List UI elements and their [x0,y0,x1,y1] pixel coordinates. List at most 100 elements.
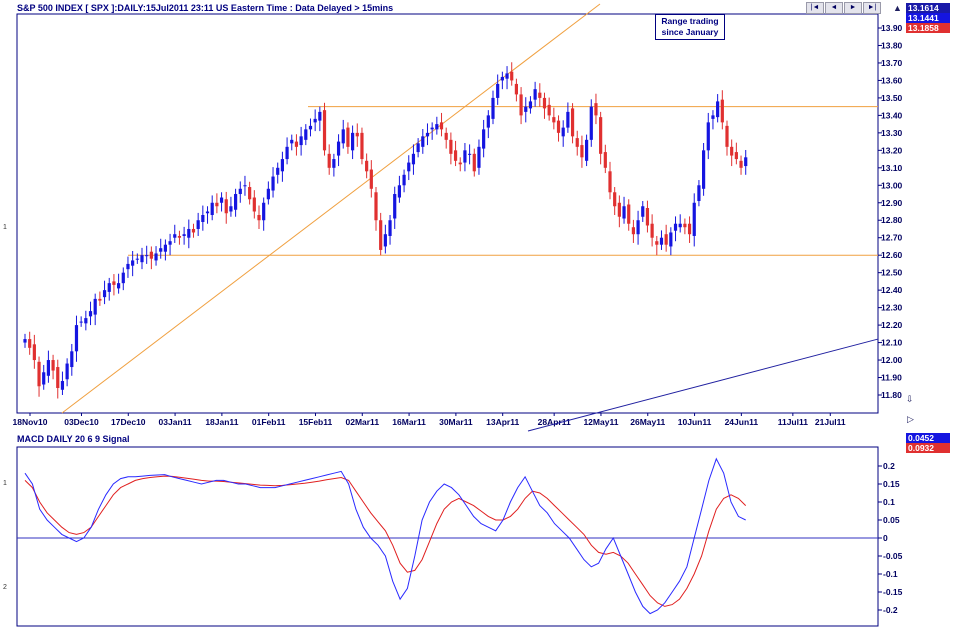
price-y-label: 11.80 [881,390,902,400]
candle-body [617,202,621,217]
candle-body [290,139,294,144]
candle-body [720,99,724,123]
candle-body [224,199,228,214]
candle-body [215,202,219,207]
macd-value-tag: 0.0452 [906,433,950,443]
candle-body [711,115,715,119]
macd-y-label: -0.1 [883,569,898,579]
left-marker-c: 2 [3,584,7,591]
candle-body [627,204,631,224]
candle-body [351,132,355,151]
date-label: 11Jul11 [778,417,809,427]
candle-body [687,223,692,235]
candle-body [453,150,458,161]
candle-body [416,143,420,153]
signal-line [24,475,747,607]
price-y-label: 13.40 [881,110,903,120]
candle-body [482,129,486,149]
candle-body [739,160,743,168]
candle-body [641,206,645,217]
candle-body [388,220,392,236]
candle-body [472,153,476,172]
candle-body [692,202,696,236]
date-label: 15Feb11 [299,417,333,427]
candle-body [60,381,65,390]
candle-body [243,185,247,187]
candle-body [88,311,93,317]
date-label: 12May11 [583,417,618,427]
candle-body [552,117,556,123]
candle-body [177,235,182,238]
candle-body [561,127,565,137]
candle-body [407,162,411,172]
candle-body [313,118,317,123]
candle-body [23,339,27,343]
left-marker-a: 1 [3,224,7,231]
nav-prev-button[interactable]: ◄ [825,2,843,14]
candle-body [716,101,720,118]
candle-body [79,321,83,323]
candle-body [355,132,359,137]
candle-body [191,228,196,233]
candle-body [252,197,256,212]
candle-body [346,127,350,147]
candle-body [519,94,523,116]
left-marker-b: 1 [3,480,7,487]
candle-body [145,255,149,257]
candle-body [360,132,364,160]
candle-body [393,194,397,219]
candle-body [566,111,570,128]
candle-body [280,159,284,172]
price-y-label: 12.30 [881,303,903,313]
candle-body [486,115,490,128]
scroll-right-arrow-icon[interactable]: ▷ [907,414,914,424]
price-y-label: 11.90 [881,373,902,383]
price-y-label: 13.70 [881,58,903,68]
candle-body [444,132,448,140]
candle-body [603,152,607,168]
candle-body [318,111,322,121]
candle-body [117,283,121,289]
nav-first-button[interactable]: |◄ [806,2,824,14]
candle-body [238,188,242,195]
scroll-down-arrow-icon[interactable]: ⇩ [906,394,914,404]
date-label: 01Feb11 [252,417,286,427]
candle-body [458,162,462,165]
candle-body [538,92,542,98]
macd-y-label: -0.15 [883,587,903,597]
candle-body [266,188,270,200]
candle-body [468,153,472,155]
macd-y-label: 0.1 [883,497,895,507]
chart-title: S&P 500 INDEX [ SPX ]:DAILY:15Jul2011 23… [17,3,394,13]
candle-body [435,124,439,130]
candle-body [510,71,514,81]
candle-body [449,139,453,154]
note-line-2: since January [661,27,719,37]
candle-body [659,237,664,245]
candle-body [56,367,60,389]
candle-body [575,138,579,147]
candle-body [430,127,434,130]
candle-body [42,372,46,385]
price-y-label: 12.80 [881,215,903,225]
candle-body [547,104,551,116]
scroll-up-arrow-icon[interactable]: ▲ [893,3,902,13]
signal-value-tag: 0.0932 [906,443,950,453]
macd-line [24,457,746,615]
nav-next-button[interactable]: ► [844,2,862,14]
candle-body [491,97,495,119]
candle-body [730,146,734,156]
candle-body [585,139,589,161]
candle-body [589,106,593,140]
nav-last-button[interactable]: ►| [863,2,881,14]
date-label: 24Jun11 [725,417,759,427]
price-y-label: 12.50 [881,268,903,278]
date-label: 16Mar11 [392,417,426,427]
candle-body [46,360,50,376]
candle-body [341,129,345,144]
candle-body [285,146,289,160]
candle-body [276,167,280,175]
candle-body [154,253,158,261]
